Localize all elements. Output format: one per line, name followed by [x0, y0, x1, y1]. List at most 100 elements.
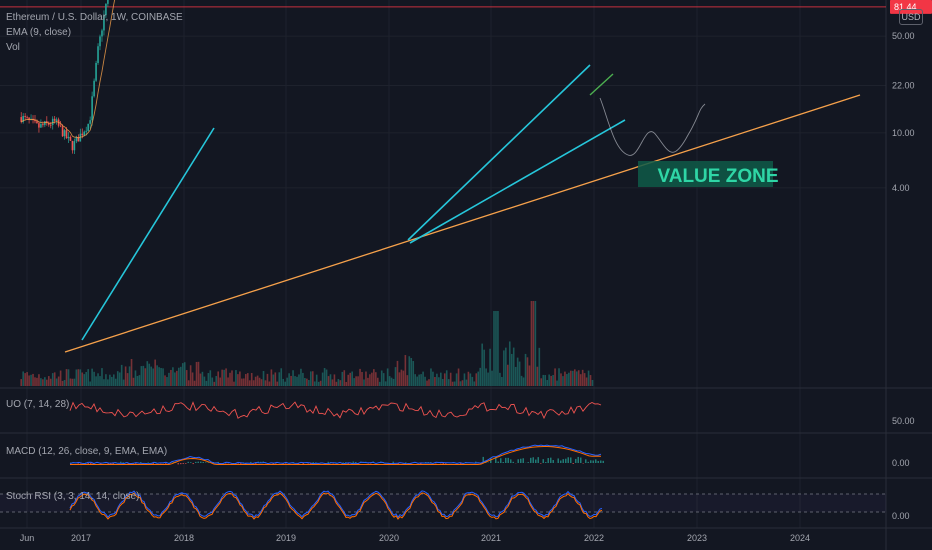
volume-bar	[142, 365, 145, 386]
volume-bar	[337, 379, 340, 386]
volume-bar	[441, 378, 444, 386]
macd-histogram-bar	[587, 461, 589, 463]
currency-button[interactable]: USD	[899, 9, 923, 25]
macd-histogram-bar	[217, 461, 219, 463]
annotations[interactable]: VALUE ZONE	[638, 161, 779, 187]
volume-bar	[124, 366, 127, 386]
volume-bar	[114, 378, 117, 386]
volume-bar	[311, 371, 314, 386]
volume-bar	[319, 380, 322, 386]
uo-legend[interactable]: UO (7, 14, 28)	[6, 399, 70, 410]
macd-histogram-bar	[120, 461, 122, 463]
volume-bar	[384, 381, 387, 386]
volume-bar	[554, 368, 556, 386]
volume-bar	[132, 377, 135, 386]
macd-legend[interactable]: MACD (12, 26, close, 9, EMA, EMA)	[6, 446, 168, 457]
trend-drawings[interactable]	[64, 64, 861, 353]
price-axis[interactable]: 40000.0020000.008000.00110.0050.0022.001…	[892, 0, 930, 521]
time-tick-label: 2020	[379, 533, 399, 543]
volume-bar	[83, 374, 86, 386]
volume-bar	[321, 372, 324, 386]
volume-bar	[284, 381, 286, 386]
volume-bar	[294, 376, 296, 386]
macd-histogram-bar	[205, 462, 207, 463]
volume-bar	[510, 353, 513, 386]
volume-bar	[160, 367, 162, 386]
volume-bar	[505, 347, 507, 386]
volume-bar	[404, 355, 407, 386]
volume-bar	[225, 368, 227, 386]
time-axis[interactable]: Jun 2017 2018 2019 2020 2021 2022 2023 2024	[20, 533, 810, 543]
trend-channel-2017	[81, 127, 215, 341]
macd-histogram-bar	[272, 463, 274, 465]
vol-legend[interactable]: Vol	[6, 42, 20, 53]
volume-bar	[367, 377, 369, 386]
volume-bar	[313, 381, 316, 386]
volume-bar	[150, 366, 153, 386]
volume-bar	[371, 372, 373, 386]
macd-histogram-bar	[527, 462, 529, 463]
volume-bar	[329, 374, 332, 386]
macd-histogram-bar	[352, 461, 354, 463]
macd-histogram-bar	[442, 463, 444, 465]
volume-bar	[231, 370, 233, 386]
volume-bar	[22, 371, 24, 386]
volume-bar	[386, 368, 389, 386]
volume-bar	[438, 377, 440, 386]
volume-bar	[520, 375, 523, 386]
volume-bar	[55, 378, 58, 386]
candle-body	[20, 117, 23, 122]
volume-bar	[522, 377, 525, 386]
macd-histogram-bar	[307, 463, 309, 464]
volume-bar	[325, 369, 328, 386]
volume-bar	[583, 373, 586, 386]
volume-bar	[172, 367, 174, 386]
candle-body	[81, 133, 84, 136]
macd-histogram-bar	[275, 463, 277, 464]
volume-bar	[179, 366, 182, 386]
macd-histogram-bar	[405, 462, 407, 463]
macd-histogram-bar	[87, 463, 89, 465]
volume-bar	[215, 376, 218, 386]
volume-bar	[506, 364, 509, 386]
volume-bar	[67, 369, 70, 386]
volume-bar	[514, 366, 517, 386]
candle-body	[79, 133, 82, 142]
volume-bar	[148, 363, 151, 386]
volume-bar	[189, 365, 192, 386]
macd-histogram-bar	[552, 460, 554, 463]
volume-bar	[111, 376, 113, 386]
value-zone-box[interactable]	[638, 161, 773, 187]
volume-bar	[489, 348, 491, 386]
macd-line	[69, 444, 602, 465]
volume-bar	[469, 373, 472, 386]
volume-bar	[566, 374, 568, 386]
volume-bar	[412, 361, 415, 386]
volume-bar	[40, 378, 42, 386]
stoch-rsi-legend[interactable]: Stoch RSI (3, 3, 14, 14, close)	[6, 491, 140, 502]
volume-bar	[282, 378, 285, 386]
volume-bar	[410, 357, 413, 386]
ema-legend[interactable]: EMA (9, close)	[6, 27, 72, 38]
volume-bar	[130, 359, 133, 386]
macd-histogram-bar	[577, 456, 579, 463]
macd-histogram-bar	[475, 461, 477, 463]
volume-bar	[87, 369, 89, 386]
volume-bar	[544, 375, 547, 386]
volume-bar	[116, 371, 119, 386]
candle-body	[22, 116, 24, 122]
volume-bar	[392, 378, 395, 386]
candle-body	[101, 30, 103, 37]
candle-body	[42, 124, 44, 126]
macd-histogram-bar	[315, 462, 317, 463]
time-tick-label: 2021	[481, 533, 501, 543]
volume-bar	[408, 356, 411, 386]
macd-histogram-bar	[327, 461, 329, 463]
volume-bar	[292, 370, 294, 386]
volume-bar	[465, 379, 468, 386]
symbol-title[interactable]: Ethereum / U.S. Dollar, 1W, COINBASE	[6, 12, 183, 23]
volume-bar	[69, 378, 72, 386]
